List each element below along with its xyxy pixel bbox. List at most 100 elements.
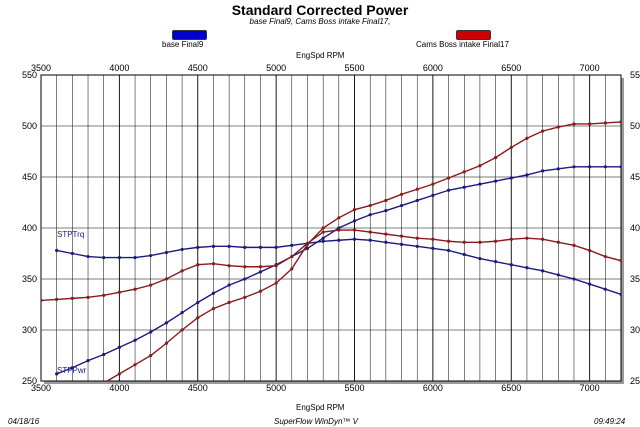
data-point (493, 179, 498, 183)
series-line-3 (105, 121, 621, 381)
data-point (321, 236, 325, 240)
y-tick-label-right: 450 (630, 172, 640, 182)
y-tick-label-left: 500 (22, 121, 37, 131)
data-point (117, 345, 121, 349)
data-point (321, 230, 325, 234)
y-tick-label-left: 550 (22, 70, 37, 80)
legend-label-cams: Cams Boss intake Final17 (416, 40, 509, 49)
data-point (572, 122, 576, 126)
data-point (588, 248, 592, 253)
data-point (305, 246, 310, 250)
data-point (211, 262, 216, 266)
x-axis-title-bottom: EngSpd RPM (296, 403, 345, 412)
data-point (164, 321, 169, 325)
data-point (446, 176, 451, 180)
data-point (462, 252, 466, 257)
data-point (86, 295, 90, 299)
data-point (556, 240, 560, 244)
x-tick-label-top: 3500 (31, 63, 51, 73)
data-point (619, 120, 621, 124)
data-point (164, 250, 169, 255)
data-point (133, 255, 137, 260)
data-point (384, 240, 388, 244)
data-point (149, 283, 153, 287)
data-point (274, 245, 278, 249)
data-point (431, 246, 435, 250)
data-point (525, 236, 529, 240)
y-tick-label-right: 550 (630, 70, 640, 80)
data-point (399, 192, 404, 196)
data-point (227, 283, 231, 287)
data-point (180, 247, 184, 252)
data-point (55, 248, 59, 253)
data-point (133, 363, 137, 367)
x-tick-label-bottom: 5500 (344, 383, 364, 393)
data-point (478, 240, 482, 244)
data-point (556, 125, 560, 129)
data-point (227, 300, 231, 305)
y-tick-label-left: 350 (22, 274, 37, 284)
data-point (41, 298, 43, 303)
data-point (446, 239, 451, 243)
data-point (572, 243, 576, 247)
series-group (41, 120, 621, 381)
y-tick-label-right: 400 (630, 223, 640, 233)
data-point (509, 176, 513, 180)
y-tick-label-right: 300 (630, 325, 640, 335)
data-point (196, 316, 200, 320)
x-tick-label-top: 4500 (188, 63, 208, 73)
data-point (274, 264, 278, 268)
data-point (415, 236, 419, 240)
data-point (133, 287, 137, 291)
data-point (211, 306, 216, 311)
data-point (102, 352, 106, 357)
data-point (368, 213, 372, 217)
data-point (274, 281, 278, 285)
data-point (164, 277, 169, 281)
data-point (149, 330, 153, 334)
data-point (368, 230, 372, 234)
data-point (196, 263, 200, 267)
data-point (415, 198, 419, 203)
data-point (603, 165, 607, 169)
data-point (55, 372, 59, 376)
data-point (258, 265, 263, 269)
x-tick-label-bottom: 6500 (501, 383, 521, 393)
data-point (384, 209, 388, 213)
data-point (180, 311, 184, 315)
x-tick-label-top: 7000 (580, 63, 600, 73)
data-point (541, 129, 545, 133)
data-point (196, 245, 200, 249)
x-tick-label-bottom: 7000 (580, 383, 600, 393)
data-point (180, 328, 184, 332)
data-point (431, 237, 435, 241)
data-point (321, 239, 325, 243)
data-point (368, 203, 372, 208)
data-point (493, 260, 498, 264)
data-point (337, 238, 341, 242)
data-point (352, 208, 357, 212)
y-tick-label-right: 250 (630, 376, 640, 386)
data-point (572, 277, 576, 281)
x-tick-label-bottom: 6000 (423, 383, 443, 393)
x-tick-label-top: 4000 (109, 63, 129, 73)
x-tick-label-top: 6000 (423, 63, 443, 73)
data-point (243, 277, 247, 281)
data-point (149, 253, 153, 258)
x-axis-title-top: EngSpd RPM (296, 51, 345, 60)
data-point (619, 165, 621, 169)
data-point (211, 244, 216, 248)
data-point (352, 228, 357, 232)
x-tick-label-top: 5500 (344, 63, 364, 73)
curve-label-torque: STPTrq (57, 230, 84, 239)
data-point (258, 245, 263, 249)
curve-label-power: STPPwr (57, 366, 87, 375)
data-point (305, 242, 310, 246)
data-point (588, 165, 592, 169)
data-point (368, 238, 372, 242)
data-point (478, 164, 482, 168)
data-point (164, 341, 169, 345)
data-point (446, 248, 451, 253)
footer-time: 09:49:24 (594, 417, 626, 426)
